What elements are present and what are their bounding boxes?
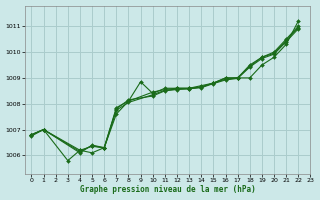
X-axis label: Graphe pression niveau de la mer (hPa): Graphe pression niveau de la mer (hPa) [80,185,256,194]
